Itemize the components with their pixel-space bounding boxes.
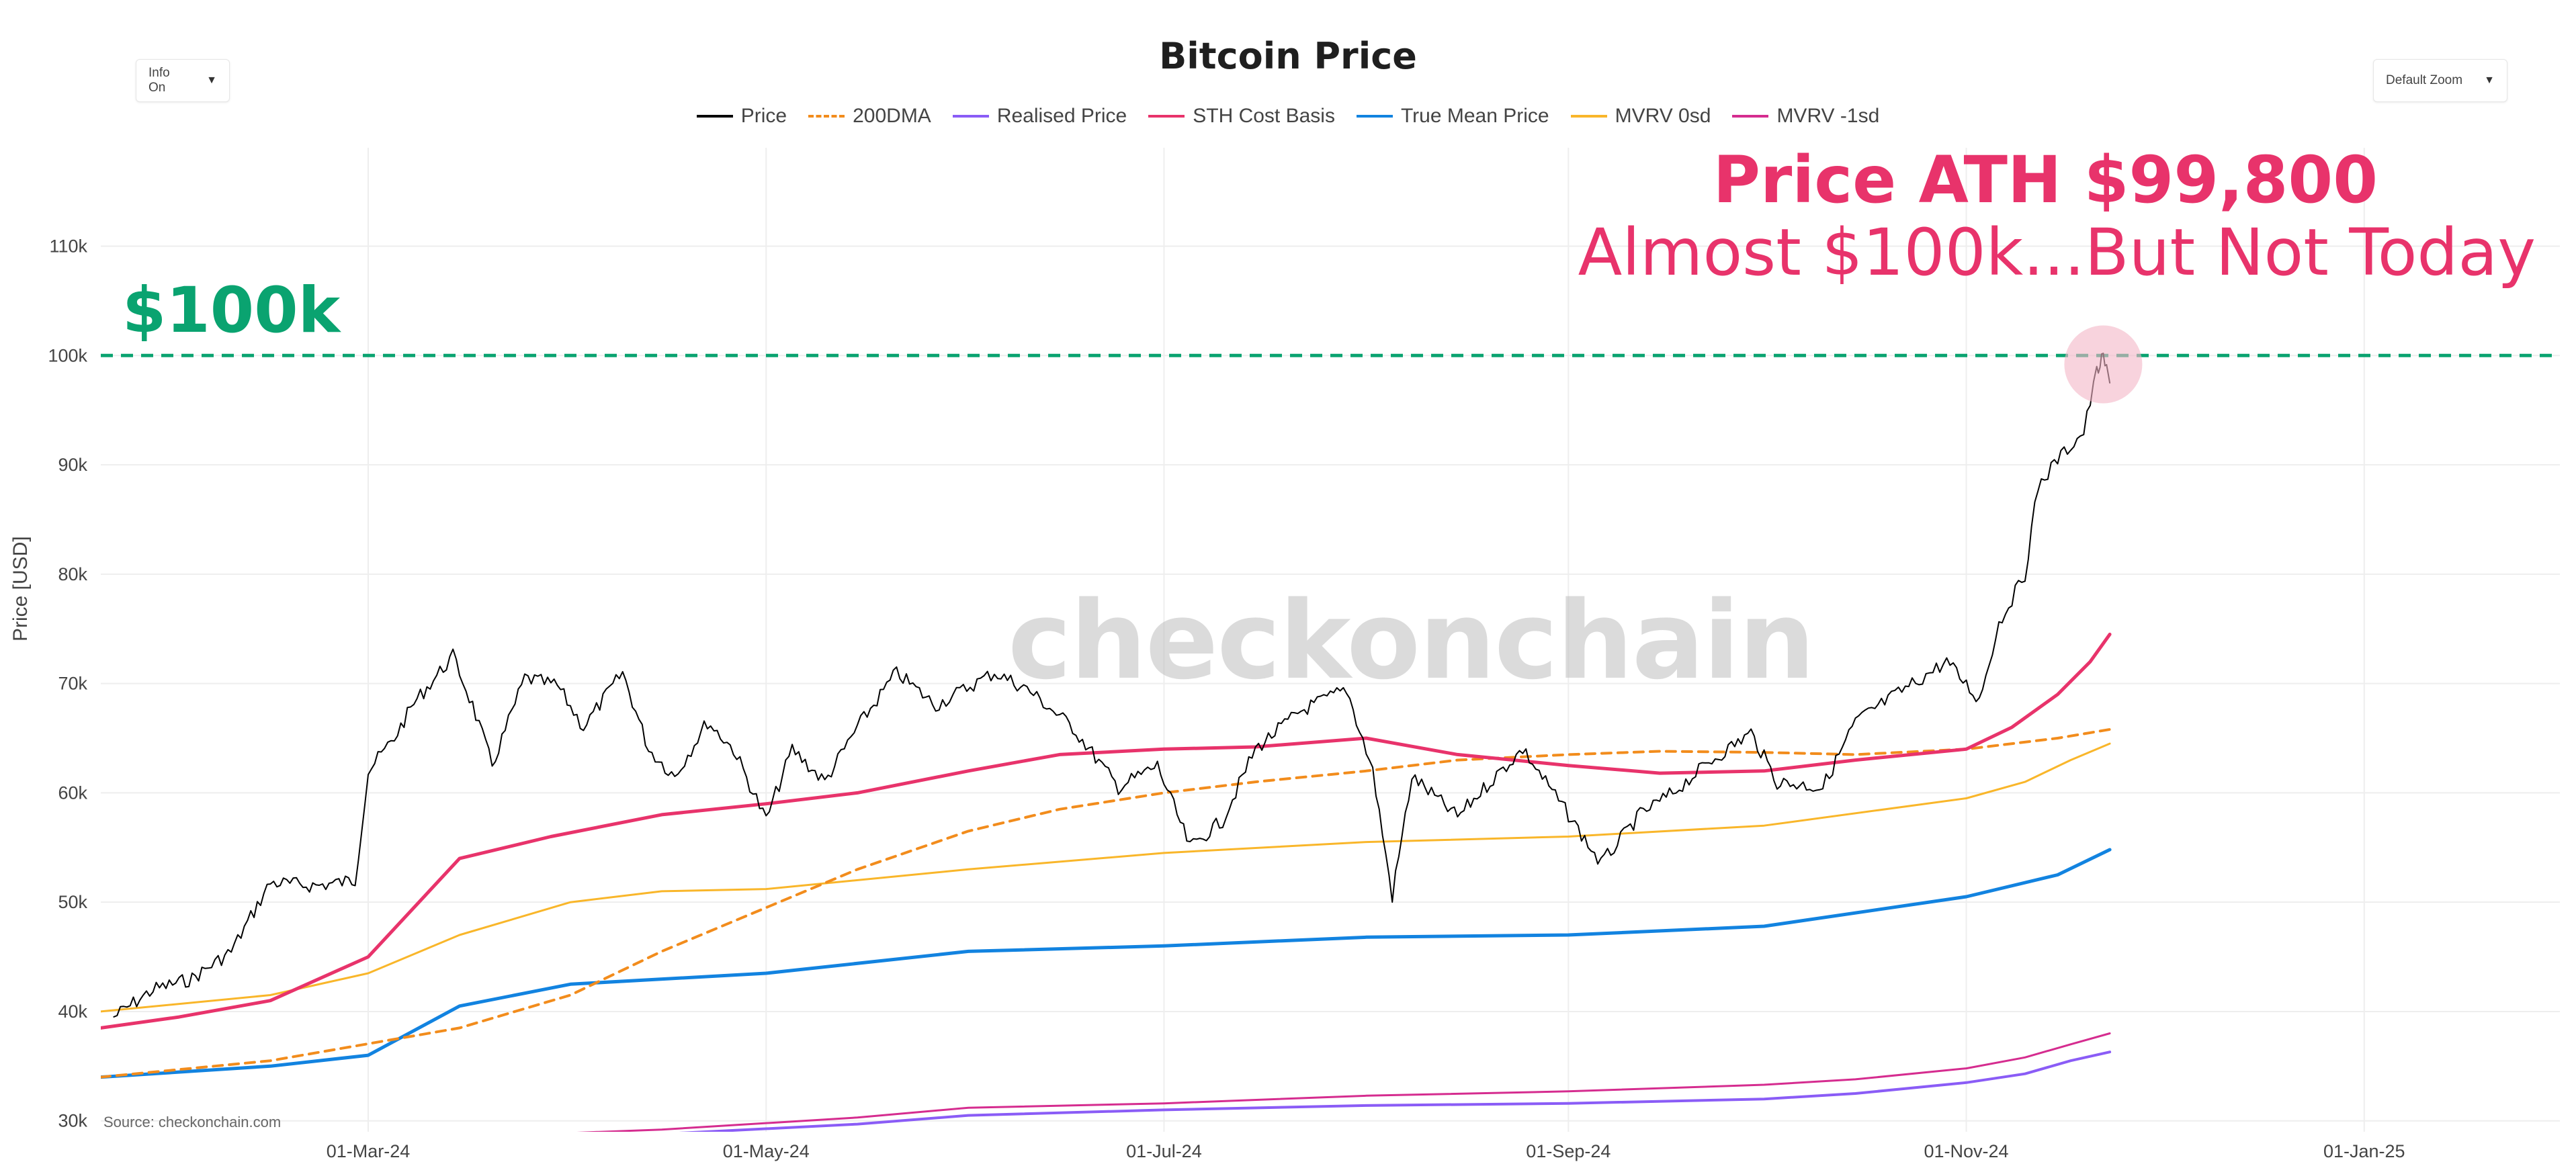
ath-highlight-circle [2064,325,2143,404]
series-line-realised-price [679,1051,2112,1132]
legend-item-sth-cost-basis[interactable]: STH Cost Basis [1148,105,1335,128]
legend-item-price[interactable]: Price [696,105,787,128]
series-line-200dma [101,728,2112,1079]
chart-gridlines [101,148,2560,1132]
x-tick-label: 01-Jul-24 [1126,1141,1202,1161]
x-tick-label: 01-Jan-25 [2323,1141,2405,1161]
y-tick-label: 110k [49,236,87,257]
y-tick-label: 30k [58,1111,87,1131]
legend-swatch [1148,115,1185,118]
chart-legend: Price 200DMA Realised Price STH Cost Basis T… [0,105,2576,128]
ath-annotation-subtitle: Almost $100k...But Not Today [1578,215,2536,290]
legend-item-true-mean-price[interactable]: True Mean Price [1356,105,1549,128]
ath-annotation-title: Price ATH $99,800 [1713,142,2378,218]
y-tick-label: 40k [58,1001,87,1022]
y-tick-label: 90k [58,455,87,475]
legend-swatch [1570,115,1607,118]
zoom-label: Default Zoom [2386,73,2463,87]
watermark: checkonchain [1008,578,1815,703]
series-line-price [113,353,2111,1018]
x-tick-label: 01-Mar-24 [327,1141,411,1161]
series-line-true-mean-price [101,848,2112,1079]
legend-label: Realised Price [996,105,1127,127]
x-tick-label: 01-May-24 [723,1141,810,1161]
legend-item-200dma[interactable]: 200DMA [808,105,931,128]
chevron-down-icon: ▼ [206,75,217,86]
y-tick-label: 80k [58,564,87,584]
legend-item-realised-price[interactable]: Realised Price [952,105,1127,128]
y-tick-label: 100k [48,345,87,365]
legend-item-mvrv-1sd[interactable]: MVRV -1sd [1732,105,1879,128]
legend-swatch [952,115,989,118]
legend-label: Price [740,105,787,127]
ath-highlight [2064,325,2143,404]
y-axis-label: Price [USD] [9,536,32,641]
legend-item-mvrv-0sd[interactable]: MVRV 0sd [1570,105,1711,128]
series-line-sth-cost-basis [101,632,2112,1030]
legend-label: 200DMA [853,105,931,127]
legend-label: STH Cost Basis [1193,105,1335,127]
x-tick-label: 01-Sep-24 [1526,1141,1611,1161]
legend-swatch [696,115,733,118]
zoom-dropdown[interactable]: Default Zoom ▼ [2373,59,2507,102]
x-tick-label: 01-Nov-24 [1924,1141,2009,1161]
reference-line-label: $100k [122,274,341,347]
series-line-mvrv-0sd [101,742,2111,1013]
y-tick-label: 70k [58,674,87,694]
chart-title: Bitcoin Price [1159,35,1417,77]
info-toggle-dropdown[interactable]: Info On ▼ [136,59,230,102]
series-line-mvrv-1sd [576,1032,2111,1132]
info-toggle-label: Info On [148,66,170,95]
y-tick-label: 60k [58,783,87,803]
legend-swatch [808,115,845,118]
y-axis-ticks: 30k 40k 50k 60k 70k 80k 90k 100k 110k [48,236,87,1131]
legend-swatch [1732,115,1769,118]
chart-series [101,353,2112,1132]
legend-label: MVRV -1sd [1776,105,1880,127]
legend-label: MVRV 0sd [1615,105,1711,127]
legend-label: True Mean Price [1400,105,1549,127]
source-note: Source: checkonchain.com [103,1114,282,1130]
y-tick-label: 50k [58,892,87,912]
x-axis-ticks: 01-Mar-24 01-May-24 01-Jul-24 01-Sep-24 01-N… [327,1141,2405,1161]
chevron-down-icon: ▼ [2484,75,2495,86]
legend-swatch [1356,115,1393,118]
